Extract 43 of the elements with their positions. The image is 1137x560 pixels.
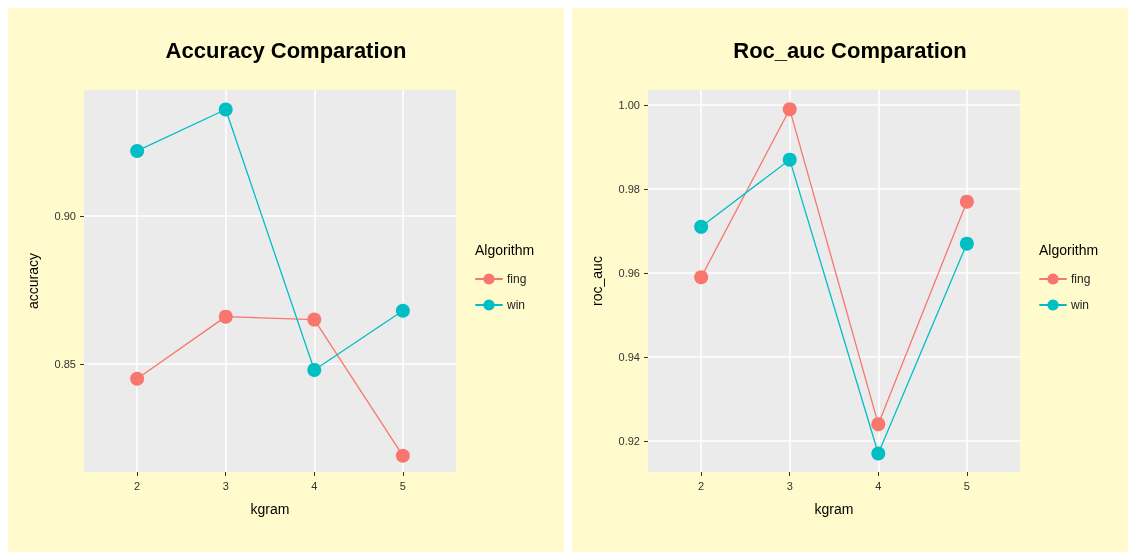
- legend-label: win: [1070, 298, 1090, 312]
- x-axis-title: kgram: [814, 501, 854, 517]
- y-tick-label: 0.98: [618, 183, 640, 196]
- x-tick-label: 3: [222, 479, 229, 492]
- point: [694, 219, 709, 234]
- y-tick-label: 0.85: [54, 358, 76, 370]
- point: [130, 371, 145, 386]
- x-tick-label: 2: [134, 479, 141, 492]
- legend-label: fing: [507, 272, 527, 286]
- point: [871, 446, 886, 461]
- chart-title: Accuracy Comparation: [165, 37, 407, 63]
- point: [871, 417, 886, 432]
- legend-label: win: [506, 298, 526, 312]
- point: [782, 102, 797, 117]
- point: [395, 303, 410, 318]
- legend-title: Algorithm: [475, 242, 535, 258]
- x-axis-title: kgram: [250, 501, 290, 517]
- x-tick-label: 5: [963, 479, 970, 492]
- y-axis-title: roc_auc: [589, 256, 605, 306]
- x-tick-label: 4: [875, 479, 882, 492]
- legend-label: fing: [1071, 272, 1091, 286]
- point: [307, 312, 322, 327]
- point: [959, 236, 974, 251]
- point: [694, 270, 709, 285]
- y-tick-label: 0.90: [54, 210, 76, 223]
- point: [395, 448, 410, 463]
- legend-title: Algorithm: [1039, 242, 1099, 258]
- point: [959, 194, 974, 209]
- y-axis-title: accuracy: [25, 252, 41, 310]
- point: [130, 143, 145, 158]
- x-tick-label: 5: [399, 479, 406, 492]
- point: [218, 102, 233, 117]
- y-tick-label: 1.00: [618, 99, 640, 112]
- y-tick-label: 0.96: [618, 267, 640, 280]
- x-tick-label: 3: [786, 479, 793, 492]
- x-tick-label: 2: [698, 479, 705, 492]
- point: [307, 362, 322, 377]
- y-tick-label: 0.92: [618, 434, 640, 447]
- x-tick-label: 4: [311, 479, 318, 492]
- point: [782, 152, 797, 167]
- y-tick-label: 0.94: [618, 350, 640, 363]
- chart-title: Roc_auc Comparation: [733, 37, 967, 63]
- point: [218, 309, 233, 324]
